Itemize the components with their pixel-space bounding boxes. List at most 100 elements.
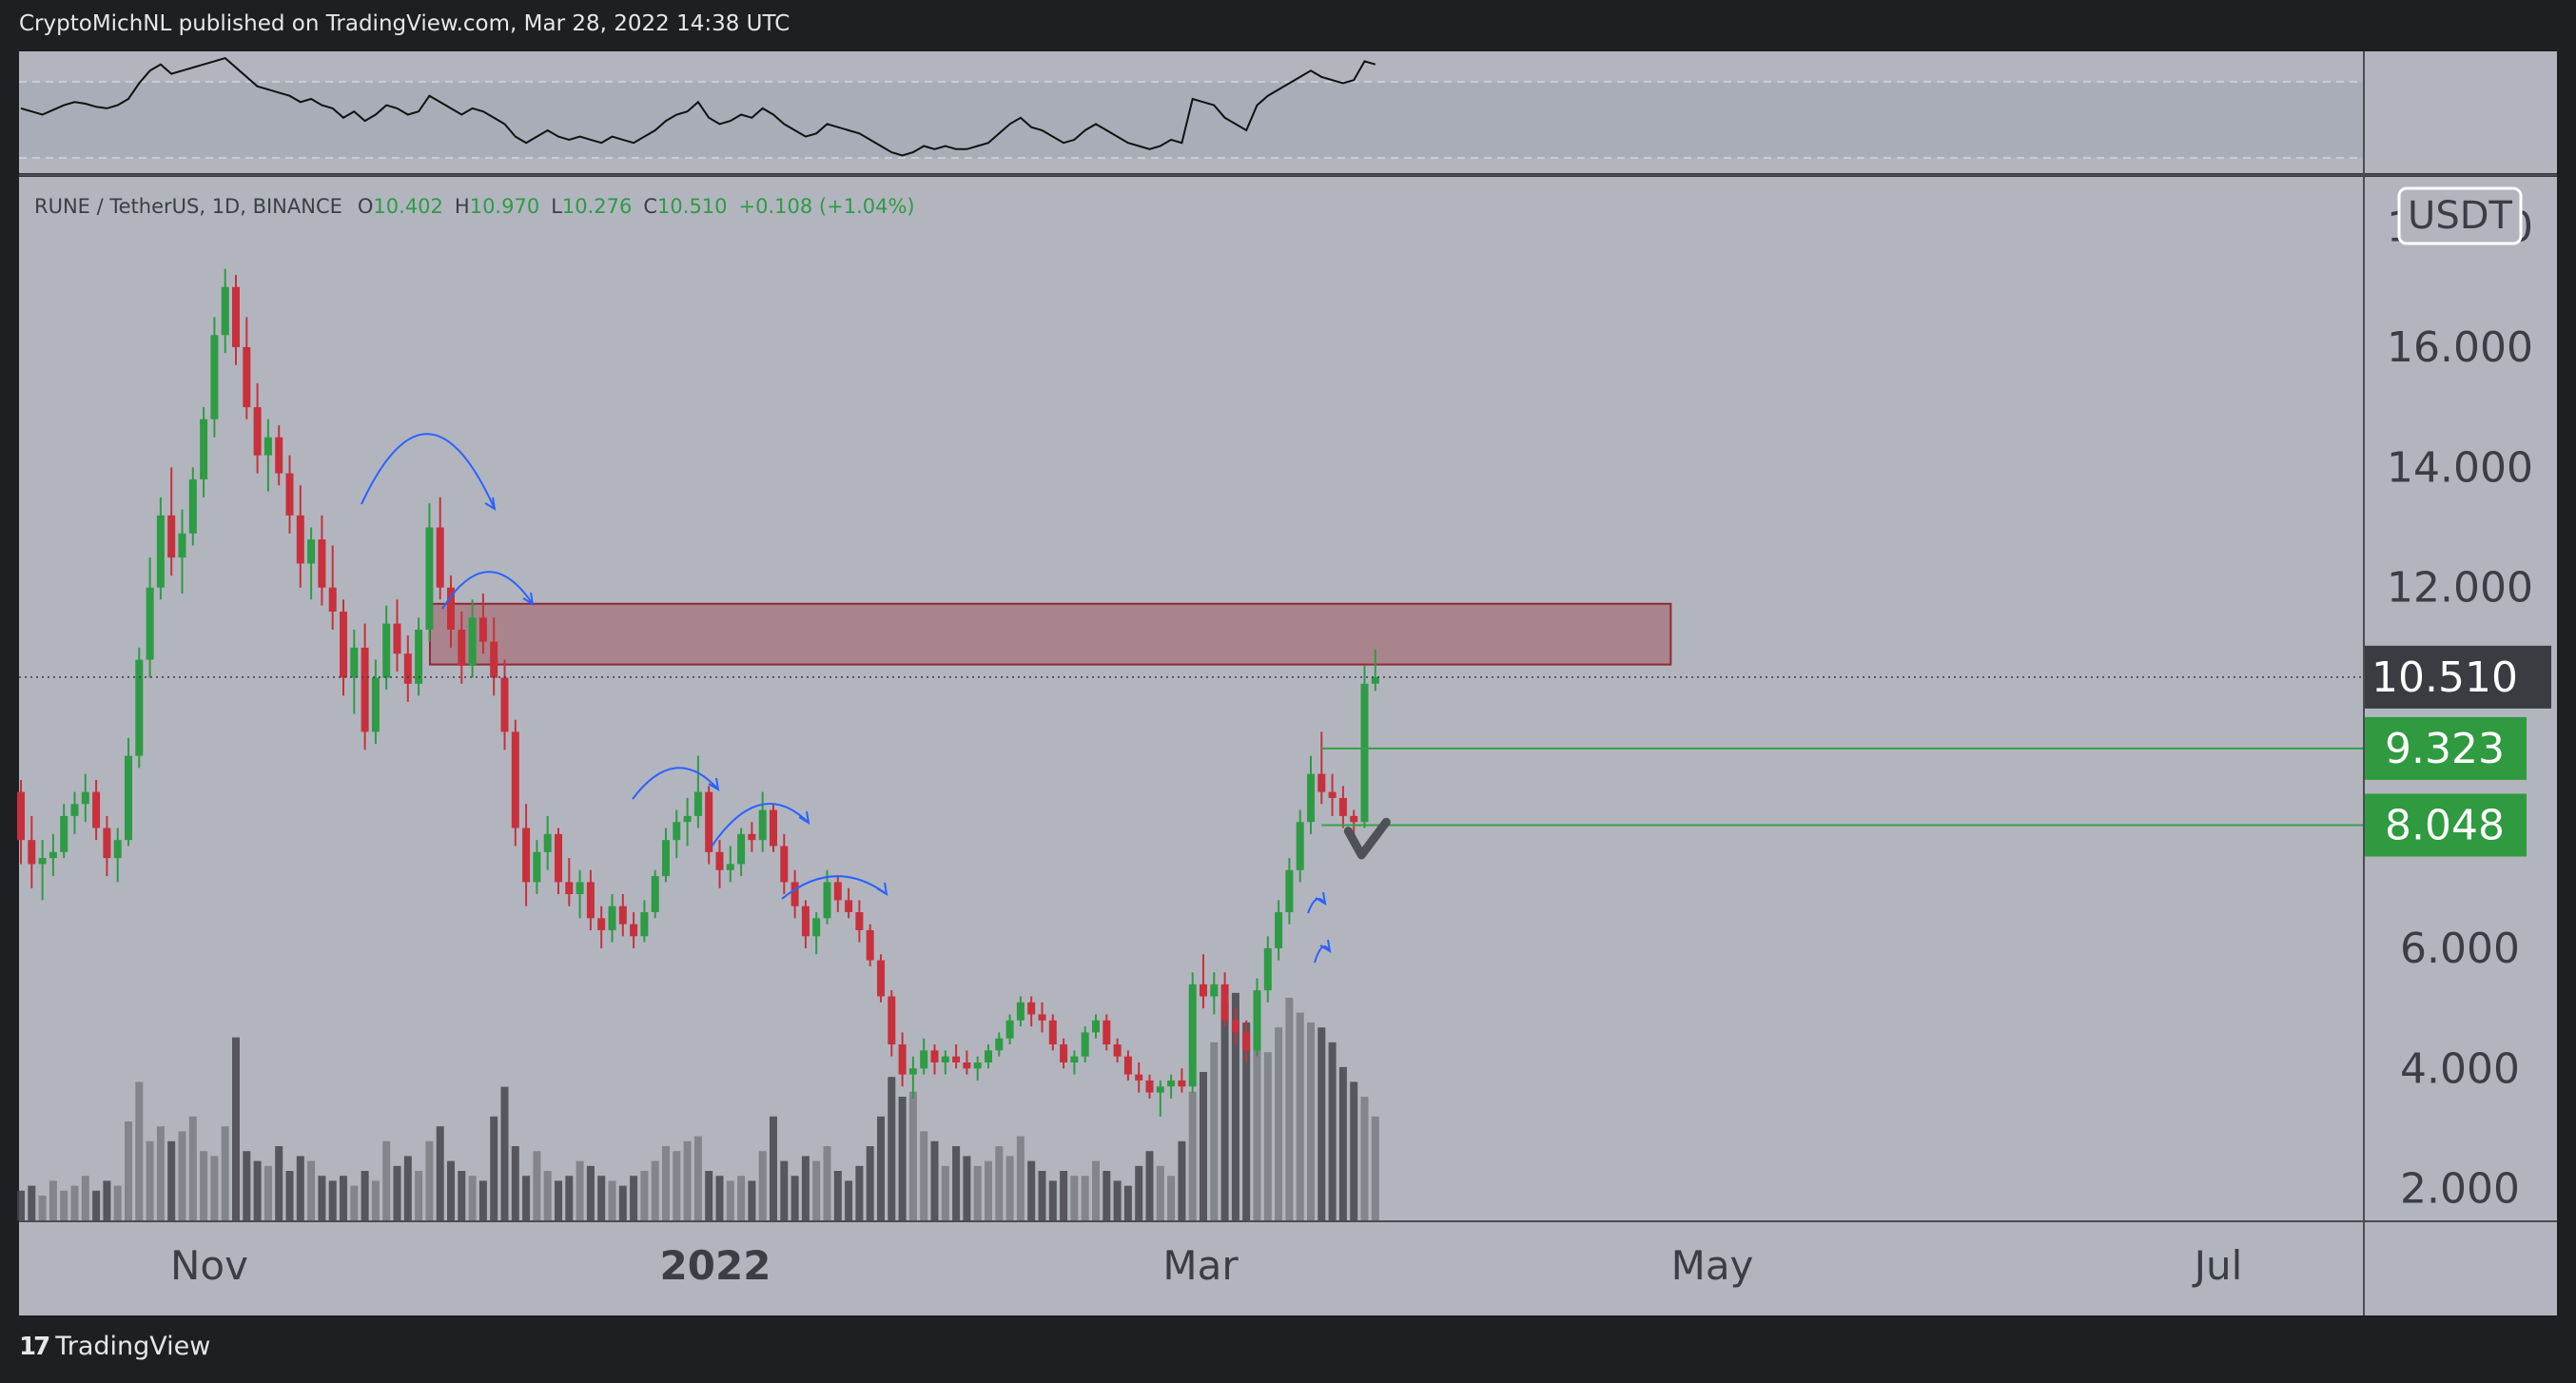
volume-bar xyxy=(188,1116,197,1220)
volume-bar xyxy=(952,1146,961,1220)
volume-bar xyxy=(1092,1160,1100,1220)
volume-bar xyxy=(511,1146,519,1220)
volume-bar xyxy=(275,1146,283,1220)
candle-body xyxy=(328,587,337,612)
volume-bar xyxy=(888,1077,896,1220)
rsi-band xyxy=(19,82,2363,158)
candle-body xyxy=(812,918,821,937)
volume-bar xyxy=(877,1116,885,1220)
volume-bar xyxy=(178,1131,186,1220)
trend-arrow-5 xyxy=(781,875,888,900)
candle-body xyxy=(146,587,154,660)
x-tick-label: Nov xyxy=(170,1242,248,1289)
currency-label: USDT xyxy=(2408,194,2512,238)
candle-body xyxy=(770,809,777,847)
candle-body xyxy=(780,846,789,883)
candle-body xyxy=(263,437,272,456)
volume-bar xyxy=(1350,1081,1358,1220)
trend-arrow-1 xyxy=(361,433,496,510)
candle-body xyxy=(748,833,756,841)
candle-body xyxy=(533,851,541,883)
price-label: 9.323 xyxy=(2385,725,2505,773)
volume-bar xyxy=(263,1165,272,1220)
candle-body xyxy=(973,1062,982,1069)
volume-bar xyxy=(1016,1136,1025,1220)
volume-bar xyxy=(963,1156,971,1220)
candle-body xyxy=(920,1050,928,1069)
time-axis[interactable] xyxy=(19,1222,2363,1315)
tradingview-logo-icon: 17 xyxy=(19,1332,50,1361)
volume-bar xyxy=(866,1146,874,1220)
volume-bar xyxy=(630,1176,638,1220)
candle-body xyxy=(1145,1080,1154,1093)
candle-body xyxy=(726,864,734,870)
volume-bar xyxy=(823,1146,831,1220)
currency-badge[interactable] xyxy=(2397,186,2523,245)
candle-body xyxy=(1328,791,1337,798)
volume-bar xyxy=(60,1190,68,1220)
candle-body xyxy=(1048,1020,1057,1045)
candle-body xyxy=(511,731,519,828)
y-tick-label: 4.000 xyxy=(2400,1044,2520,1093)
candle-body xyxy=(1070,1056,1079,1062)
volume-bar xyxy=(1048,1180,1057,1220)
candle-body xyxy=(1285,869,1294,912)
volume-bar xyxy=(1038,1171,1046,1220)
volume-bar xyxy=(210,1156,219,1220)
candle-body xyxy=(963,1062,971,1069)
volume-bar xyxy=(1200,1072,1207,1220)
trend-arrow-4 xyxy=(711,803,810,847)
volume-bar xyxy=(640,1171,649,1220)
volume-bar xyxy=(1317,1027,1326,1220)
volume-bar xyxy=(855,1165,864,1220)
volume-bar xyxy=(726,1180,734,1220)
trend-arrow-head-7 xyxy=(1315,891,1327,906)
volume-bar xyxy=(318,1176,326,1220)
volume-bar xyxy=(748,1180,756,1220)
y-tick-label: 2.000 xyxy=(2400,1165,2520,1214)
volume-bar xyxy=(70,1185,79,1220)
candle-body xyxy=(1200,984,1207,997)
volume-bar xyxy=(1231,992,1239,1220)
volume-bar xyxy=(1156,1165,1164,1220)
candle-body xyxy=(1307,773,1315,823)
rsi-price-axis xyxy=(2365,51,2557,173)
candle-body xyxy=(361,647,369,732)
candle-body xyxy=(673,822,681,841)
volume-bar xyxy=(458,1171,466,1220)
volume-bar xyxy=(920,1131,928,1220)
candle-body xyxy=(135,659,144,756)
candle-body xyxy=(866,929,874,961)
candle-body xyxy=(1188,984,1197,1087)
candle-body xyxy=(1081,1032,1089,1057)
candle-body xyxy=(1038,1014,1046,1021)
header: CryptoMichNL published on TradingView.co… xyxy=(0,0,2576,49)
candle-body xyxy=(555,833,562,883)
volume-bar xyxy=(618,1185,627,1220)
candle-body xyxy=(478,617,487,642)
tradingview-brand: TradingView xyxy=(55,1332,211,1361)
volume-bar xyxy=(92,1190,101,1220)
candle-body xyxy=(1253,990,1261,1051)
volume-bar xyxy=(156,1126,165,1220)
volume-bar xyxy=(1060,1171,1068,1220)
candle-body xyxy=(490,641,498,678)
candle-body xyxy=(855,912,864,930)
tradingview-logo[interactable]: 17 TradingView xyxy=(19,1332,210,1361)
volume-bar xyxy=(1005,1156,1014,1220)
volume-bar xyxy=(135,1081,144,1220)
volume-bar xyxy=(1113,1180,1122,1220)
volume-bar xyxy=(812,1160,821,1220)
volume-bar xyxy=(715,1176,724,1220)
y-tick-label: 12.000 xyxy=(2387,564,2533,613)
candle-body xyxy=(232,286,240,347)
candle-body xyxy=(908,1068,917,1075)
candle-body xyxy=(70,804,79,816)
volume-bar xyxy=(995,1146,1004,1220)
volume-bar xyxy=(1275,1027,1283,1220)
candle-body xyxy=(1060,1044,1068,1062)
volume-bar xyxy=(737,1176,746,1220)
volume-bar xyxy=(425,1140,434,1220)
volume-bar xyxy=(973,1165,982,1220)
